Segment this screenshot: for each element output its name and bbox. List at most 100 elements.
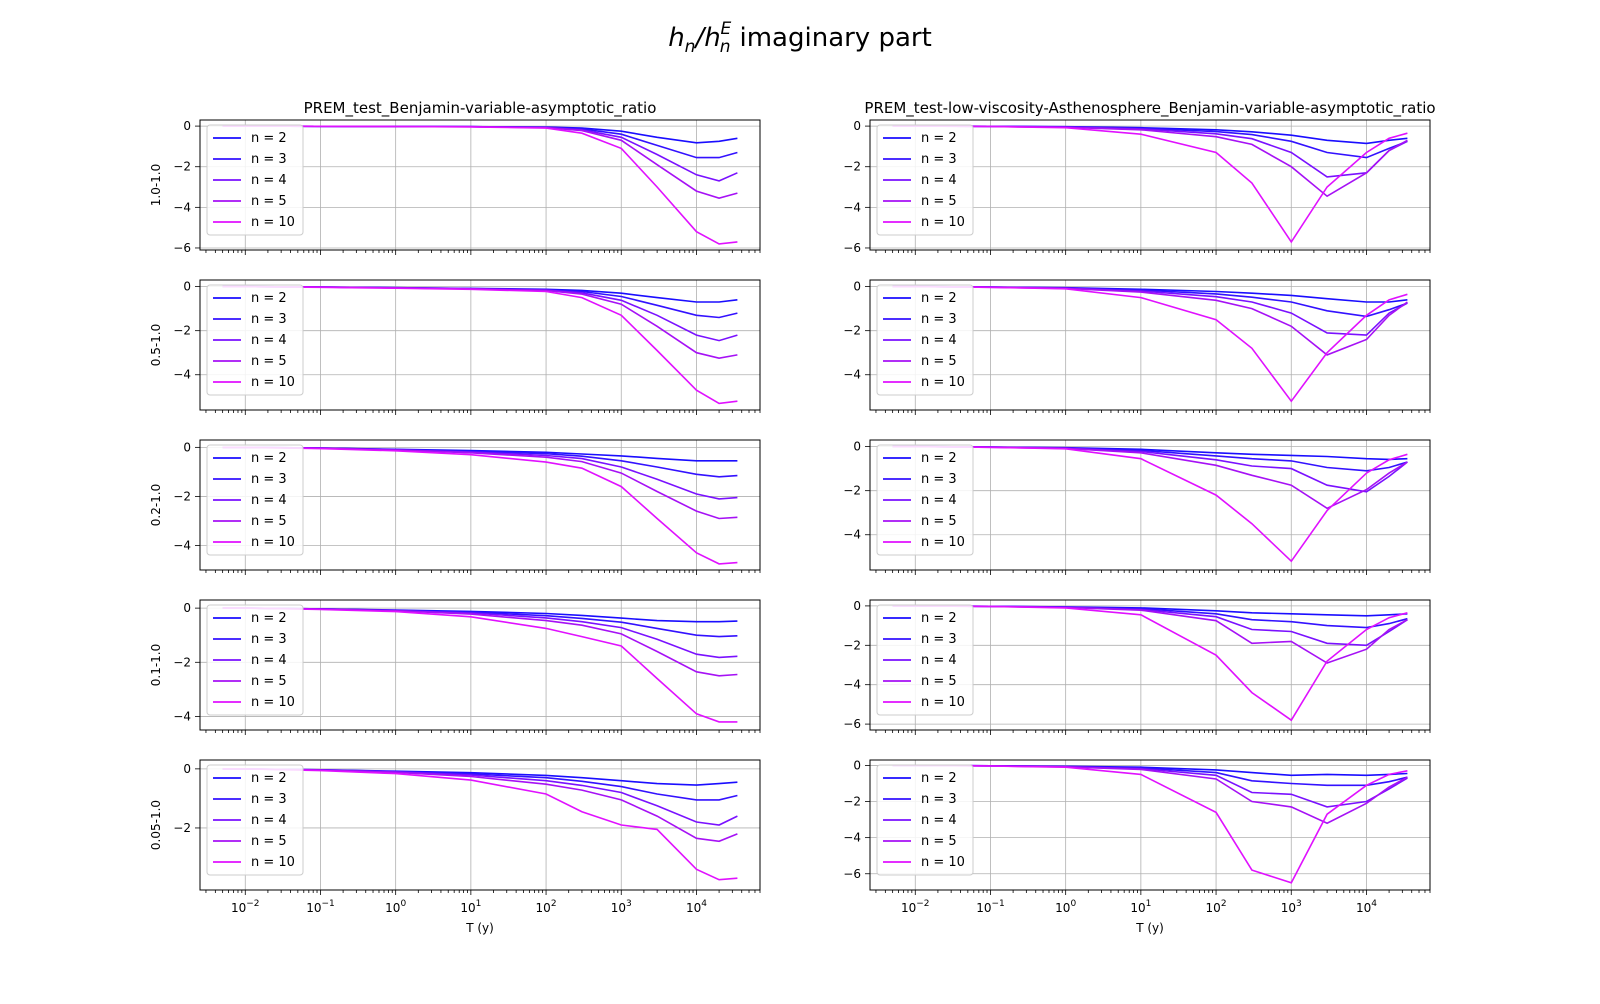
- legend-label-n10: n = 10: [251, 855, 295, 870]
- title-rest: imaginary part: [731, 23, 932, 53]
- x-tick-label: 10−1: [976, 899, 1005, 915]
- legend-label-n4: n = 4: [921, 813, 957, 828]
- legend-label-n5: n = 5: [921, 834, 957, 849]
- x-tick-base: 10: [1281, 901, 1296, 915]
- legend-box: [876, 124, 974, 236]
- x-tick-label: 104: [1356, 899, 1377, 915]
- legend-label-n3: n = 3: [251, 152, 287, 167]
- x-tick-base: 10: [460, 901, 475, 915]
- legend-label-n2: n = 2: [251, 451, 287, 466]
- y-tick-label: 0: [853, 280, 861, 294]
- subplot-0-0: 0 −2 −4 −6 1.0-1.0 PREM_test_Benjamin-variabl…: [149, 99, 761, 255]
- legend-label-n5: n = 5: [251, 514, 287, 529]
- y-tick-label: −4: [173, 200, 191, 214]
- y-axis-label: 0.1-1.0: [149, 644, 163, 687]
- subplot-2-1: 0 −2 −4 n = 2 n = 3 n = 4 n = 5 n = 10: [843, 439, 1431, 575]
- x-tick-exp: −1: [321, 899, 334, 909]
- title-sub-n1: n: [685, 37, 696, 57]
- subplot-3-0: 0 −2 −4 0.1-1.0 n = 2 n = 3 n = 4 n = 5 n = 10: [149, 599, 761, 735]
- x-tick-label: 10−2: [231, 899, 260, 915]
- legend: n = 2 n = 3 n = 4 n = 5 n = 10: [206, 444, 304, 556]
- series-line-n10: [222, 125, 738, 245]
- y-tick-label: −4: [173, 538, 191, 552]
- plot-frame: [199, 119, 761, 251]
- y-tick-label: 0: [183, 119, 191, 133]
- plot-frame: [199, 279, 761, 411]
- legend-label-n10: n = 10: [921, 855, 965, 870]
- title-sup-e: E: [720, 19, 731, 39]
- subplot-2-0: 0 −2 −4 0.2-1.0 n = 2 n = 3 n = 4 n = 5 n = 10: [149, 439, 761, 575]
- legend-box: [206, 124, 304, 236]
- y-tick-label: −2: [843, 795, 861, 809]
- title-h1: h: [668, 23, 684, 53]
- legend-label-n10: n = 10: [251, 375, 295, 390]
- title-h2: /h: [693, 23, 720, 53]
- x-tick-base: 10: [385, 901, 400, 915]
- x-tick-exp: −2: [246, 899, 259, 909]
- legend-label-n10: n = 10: [251, 215, 295, 230]
- legend-label-n5: n = 5: [921, 194, 957, 209]
- y-axis-label: 0.5-1.0: [149, 324, 163, 367]
- legend-label-n3: n = 3: [251, 792, 287, 807]
- series-line-n10: [222, 446, 738, 565]
- legend-label-n2: n = 2: [251, 131, 287, 146]
- legend-box: [206, 604, 304, 716]
- legend-label-n5: n = 5: [251, 674, 287, 689]
- legend-label-n3: n = 3: [921, 472, 957, 487]
- x-tick-label: 104: [686, 899, 707, 915]
- y-tick-label: 0: [853, 758, 861, 772]
- legend-label-n10: n = 10: [921, 535, 965, 550]
- legend-label-n10: n = 10: [921, 695, 965, 710]
- y-tick-label: 0: [853, 119, 861, 133]
- x-tick-base: 10: [306, 901, 321, 915]
- subplot-3-1: 0 −2 −4 −6 n = 2 n = 3 n = 4 n = 5 n = 10: [843, 599, 1431, 735]
- plot-frame: [199, 759, 761, 891]
- x-tick-label: 101: [1130, 899, 1151, 915]
- x-tick-label: 103: [1281, 899, 1302, 915]
- y-tick-label: 0: [853, 440, 861, 454]
- y-tick-label: −4: [173, 709, 191, 723]
- legend-label-n10: n = 10: [921, 215, 965, 230]
- legend-label-n3: n = 3: [921, 312, 957, 327]
- legend-label-n5: n = 5: [921, 354, 957, 369]
- legend-label-n5: n = 5: [921, 514, 957, 529]
- legend-label-n3: n = 3: [921, 792, 957, 807]
- legend-box: [876, 444, 974, 556]
- legend-label-n5: n = 5: [921, 674, 957, 689]
- legend-label-n3: n = 3: [921, 632, 957, 647]
- series-line-n10: [222, 768, 738, 881]
- legend-label-n2: n = 2: [921, 611, 957, 626]
- legend-label-n2: n = 2: [251, 291, 287, 306]
- x-tick-label: 100: [1055, 899, 1076, 915]
- series-line-n10: [892, 445, 1408, 563]
- x-tick-base: 10: [536, 901, 551, 915]
- legend: n = 2 n = 3 n = 4 n = 5 n = 10: [206, 604, 304, 716]
- subplot-1-0: 0 −2 −4 0.5-1.0 n = 2 n = 3 n = 4 n = 5 n = 10: [149, 279, 761, 415]
- legend: n = 2 n = 3 n = 4 n = 5 n = 10: [876, 284, 974, 396]
- x-tick-exp: 3: [1296, 899, 1302, 909]
- y-tick-label: 0: [183, 440, 191, 454]
- legend-label-n5: n = 5: [251, 834, 287, 849]
- legend-box: [876, 764, 974, 876]
- x-tick-exp: 1: [476, 899, 482, 909]
- legend: n = 2 n = 3 n = 4 n = 5 n = 10: [206, 124, 304, 236]
- x-tick-base: 10: [1055, 901, 1070, 915]
- legend-label-n5: n = 5: [251, 194, 287, 209]
- x-tick-label: 101: [460, 899, 481, 915]
- legend: n = 2 n = 3 n = 4 n = 5 n = 10: [876, 604, 974, 716]
- subplot-grid: 0 −2 −4 −6 1.0-1.0 PREM_test_Benjamin-variabl…: [149, 99, 1436, 935]
- y-tick-label: −4: [843, 200, 861, 214]
- y-tick-label: −2: [843, 324, 861, 338]
- series-line-n10: [892, 764, 1408, 884]
- y-tick-label: −2: [843, 160, 861, 174]
- legend-label-n4: n = 4: [251, 493, 287, 508]
- x-tick-base: 10: [1130, 901, 1145, 915]
- legend-box: [876, 604, 974, 716]
- series-line-n10: [892, 605, 1408, 722]
- y-tick-label: −6: [843, 717, 861, 731]
- x-tick-exp: 4: [701, 899, 707, 909]
- x-tick-exp: −1: [991, 899, 1004, 909]
